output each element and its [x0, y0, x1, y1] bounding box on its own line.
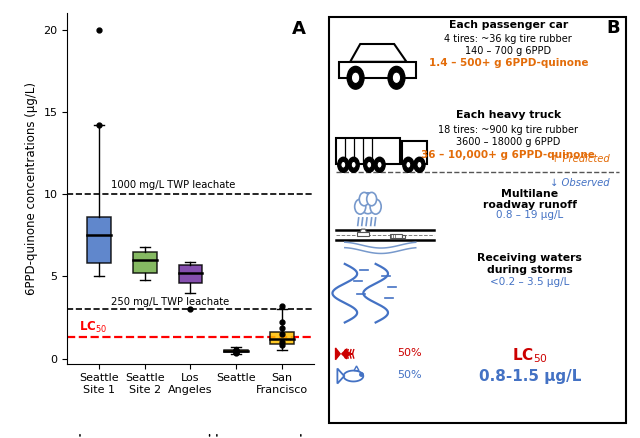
Circle shape: [367, 162, 372, 168]
Text: 0.8 – 19 μg/L: 0.8 – 19 μg/L: [496, 209, 563, 219]
Bar: [87, 217, 111, 263]
Text: Multilane
roadway runoff: Multilane roadway runoff: [483, 189, 577, 210]
Bar: [224, 350, 248, 352]
Circle shape: [355, 199, 366, 214]
Text: ↓ Observed: ↓ Observed: [550, 178, 610, 188]
Text: 250 mg/L TWP leachate: 250 mg/L TWP leachate: [111, 297, 228, 307]
Circle shape: [359, 192, 369, 206]
Circle shape: [351, 162, 356, 168]
Y-axis label: 6PPD-quinone concentrations (μg/L): 6PPD-quinone concentrations (μg/L): [25, 82, 38, 295]
Circle shape: [403, 157, 414, 172]
Polygon shape: [354, 366, 359, 371]
Polygon shape: [350, 44, 406, 62]
Text: 4 tires: ~36 kg tire rubber: 4 tires: ~36 kg tire rubber: [444, 34, 572, 44]
Text: Each heavy truck: Each heavy truck: [456, 110, 561, 120]
Text: 18 tires: ~900 kg tire rubber: 18 tires: ~900 kg tire rubber: [438, 125, 579, 135]
Circle shape: [348, 157, 359, 172]
Circle shape: [351, 72, 360, 84]
Circle shape: [377, 162, 382, 168]
Text: 3600 – 18000 g 6PPD: 3600 – 18000 g 6PPD: [456, 137, 561, 147]
Polygon shape: [335, 348, 340, 360]
Bar: [402, 141, 427, 163]
Text: <0.2 – 3.5 μg/L: <0.2 – 3.5 μg/L: [490, 277, 570, 287]
Text: 50%: 50%: [397, 370, 422, 380]
Circle shape: [374, 157, 385, 172]
Text: 140 – 700 g 6PPD: 140 – 700 g 6PPD: [465, 46, 551, 56]
Bar: [339, 62, 416, 78]
Circle shape: [414, 157, 425, 172]
Text: A: A: [292, 20, 306, 38]
Bar: [270, 332, 294, 344]
Circle shape: [364, 157, 375, 172]
Circle shape: [360, 193, 376, 214]
Bar: [358, 233, 369, 236]
Polygon shape: [342, 349, 347, 359]
Text: Each passenger car: Each passenger car: [449, 20, 568, 30]
Polygon shape: [344, 371, 364, 381]
Circle shape: [367, 192, 376, 206]
Circle shape: [417, 162, 422, 168]
Text: LC$_{50}$: LC$_{50}$: [512, 347, 548, 365]
Circle shape: [341, 162, 346, 168]
Text: B: B: [606, 19, 620, 37]
Bar: [179, 265, 202, 283]
Bar: [133, 252, 157, 273]
Text: 0.8-1.5 μg/L: 0.8-1.5 μg/L: [479, 369, 581, 384]
Text: 1.4 – 500+ g 6PPD-quinone: 1.4 – 500+ g 6PPD-quinone: [429, 58, 588, 68]
Circle shape: [338, 157, 349, 172]
Circle shape: [388, 67, 405, 89]
Polygon shape: [360, 229, 367, 233]
Bar: [390, 234, 401, 238]
Circle shape: [370, 199, 381, 214]
Text: Receiving waters
during storms: Receiving waters during storms: [477, 254, 582, 275]
Text: 1000 mg/L TWP leachate: 1000 mg/L TWP leachate: [111, 180, 235, 190]
Circle shape: [406, 162, 411, 168]
Bar: [335, 138, 401, 163]
Text: ↑ Predicted: ↑ Predicted: [551, 154, 610, 163]
Bar: [402, 235, 406, 238]
Text: 36 – 10,000+ g 6PPD-quinone: 36 – 10,000+ g 6PPD-quinone: [421, 150, 595, 160]
Circle shape: [347, 67, 364, 89]
Polygon shape: [337, 368, 344, 384]
FancyBboxPatch shape: [330, 17, 625, 423]
Text: 50%: 50%: [397, 348, 422, 357]
Text: LC$_{50}$: LC$_{50}$: [79, 320, 107, 335]
Circle shape: [392, 72, 401, 84]
